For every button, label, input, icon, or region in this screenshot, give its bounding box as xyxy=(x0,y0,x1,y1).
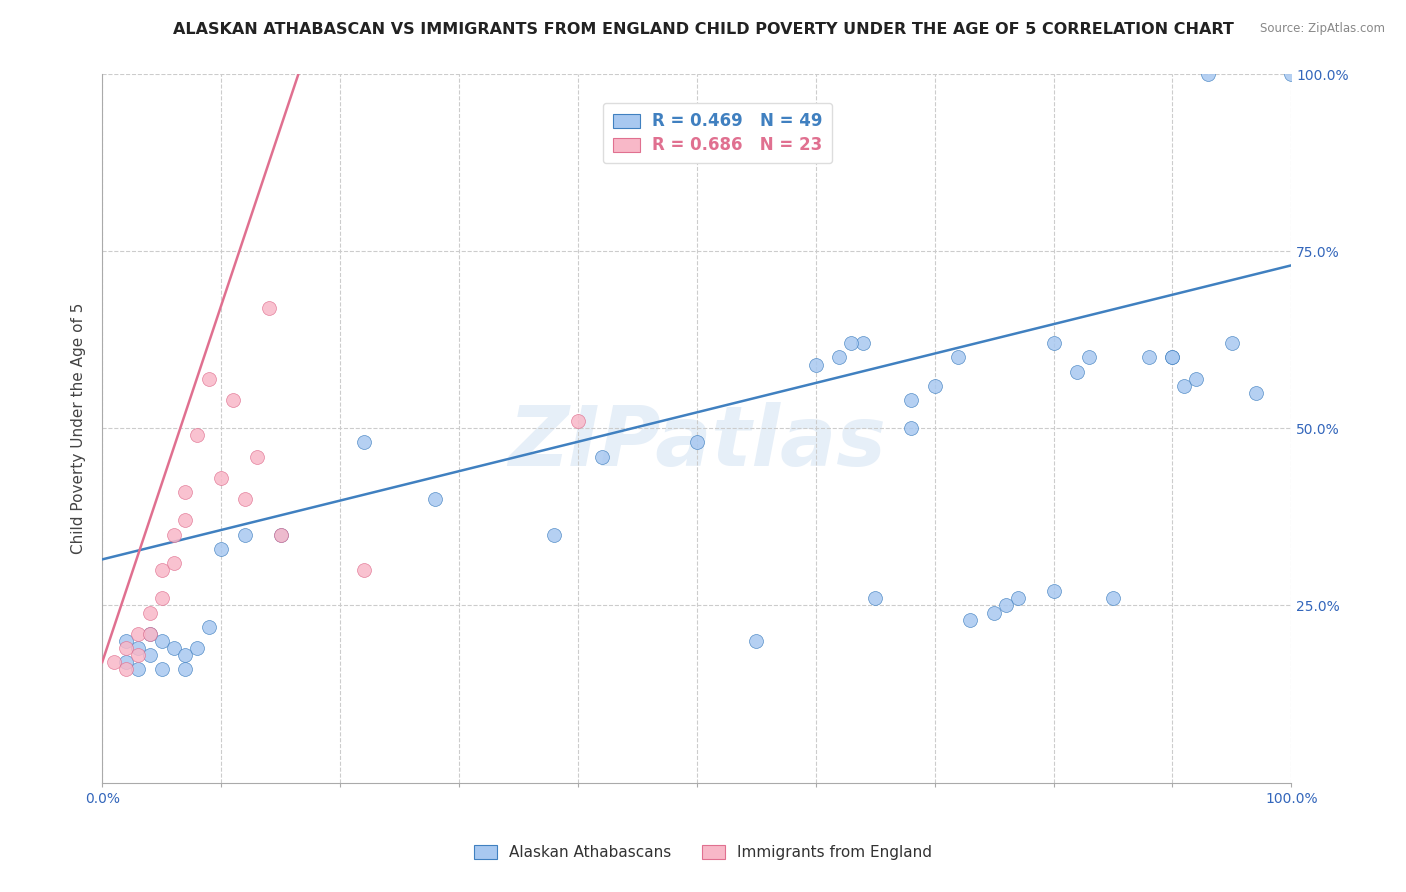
Legend: Alaskan Athabascans, Immigrants from England: Alaskan Athabascans, Immigrants from Eng… xyxy=(468,839,938,866)
Point xyxy=(127,648,149,662)
Point xyxy=(127,662,149,676)
Point xyxy=(900,392,922,407)
Point xyxy=(174,485,197,500)
Point xyxy=(948,351,970,365)
Text: ALASKAN ATHABASCAN VS IMMIGRANTS FROM ENGLAND CHILD POVERTY UNDER THE AGE OF 5 C: ALASKAN ATHABASCAN VS IMMIGRANTS FROM EN… xyxy=(173,22,1233,37)
Legend: R = 0.469   N = 49, R = 0.686   N = 23: R = 0.469 N = 49, R = 0.686 N = 23 xyxy=(603,103,832,163)
Point xyxy=(1279,67,1302,81)
Point xyxy=(162,640,184,655)
Point xyxy=(983,606,1005,620)
Point xyxy=(127,640,149,655)
Point xyxy=(1066,365,1088,379)
Point xyxy=(828,351,851,365)
Point xyxy=(1220,336,1243,351)
Point xyxy=(246,450,269,464)
Point xyxy=(115,655,138,669)
Point xyxy=(1042,336,1064,351)
Point xyxy=(1173,379,1195,393)
Point xyxy=(1078,351,1101,365)
Point xyxy=(103,655,125,669)
Point xyxy=(591,450,613,464)
Point xyxy=(139,606,162,620)
Point xyxy=(139,627,162,641)
Point xyxy=(115,633,138,648)
Point xyxy=(1007,591,1029,606)
Point xyxy=(852,336,875,351)
Text: ZIPatlas: ZIPatlas xyxy=(508,402,886,483)
Point xyxy=(174,513,197,527)
Point xyxy=(162,556,184,570)
Point xyxy=(1197,67,1219,81)
Point xyxy=(198,372,221,386)
Point xyxy=(127,627,149,641)
Text: Source: ZipAtlas.com: Source: ZipAtlas.com xyxy=(1260,22,1385,36)
Point xyxy=(1161,351,1184,365)
Point xyxy=(567,414,589,428)
Point xyxy=(270,527,292,541)
Point xyxy=(804,358,827,372)
Point xyxy=(150,633,173,648)
Point xyxy=(924,379,946,393)
Point xyxy=(233,492,256,507)
Point xyxy=(745,633,768,648)
Point xyxy=(353,435,375,450)
Point xyxy=(257,301,280,315)
Point xyxy=(150,662,173,676)
Point xyxy=(900,421,922,435)
Point xyxy=(1185,372,1208,386)
Point xyxy=(233,527,256,541)
Point xyxy=(425,492,447,507)
Point xyxy=(863,591,886,606)
Point xyxy=(209,541,232,556)
Point xyxy=(186,428,208,442)
Point xyxy=(353,563,375,577)
Point xyxy=(686,435,709,450)
Point xyxy=(841,336,863,351)
Point xyxy=(162,527,184,541)
Point xyxy=(150,563,173,577)
Point xyxy=(115,640,138,655)
Point xyxy=(174,662,197,676)
Point xyxy=(174,648,197,662)
Point xyxy=(186,640,208,655)
Point xyxy=(1102,591,1125,606)
Point xyxy=(150,591,173,606)
Point xyxy=(994,599,1017,613)
Point xyxy=(1161,351,1184,365)
Point xyxy=(270,527,292,541)
Point xyxy=(543,527,565,541)
Point xyxy=(959,613,981,627)
Point xyxy=(115,662,138,676)
Point xyxy=(198,620,221,634)
Point xyxy=(1244,385,1267,400)
Y-axis label: Child Poverty Under the Age of 5: Child Poverty Under the Age of 5 xyxy=(72,302,86,554)
Point xyxy=(139,627,162,641)
Point xyxy=(1042,584,1064,599)
Point xyxy=(139,648,162,662)
Point xyxy=(209,471,232,485)
Point xyxy=(222,392,245,407)
Point xyxy=(1137,351,1160,365)
